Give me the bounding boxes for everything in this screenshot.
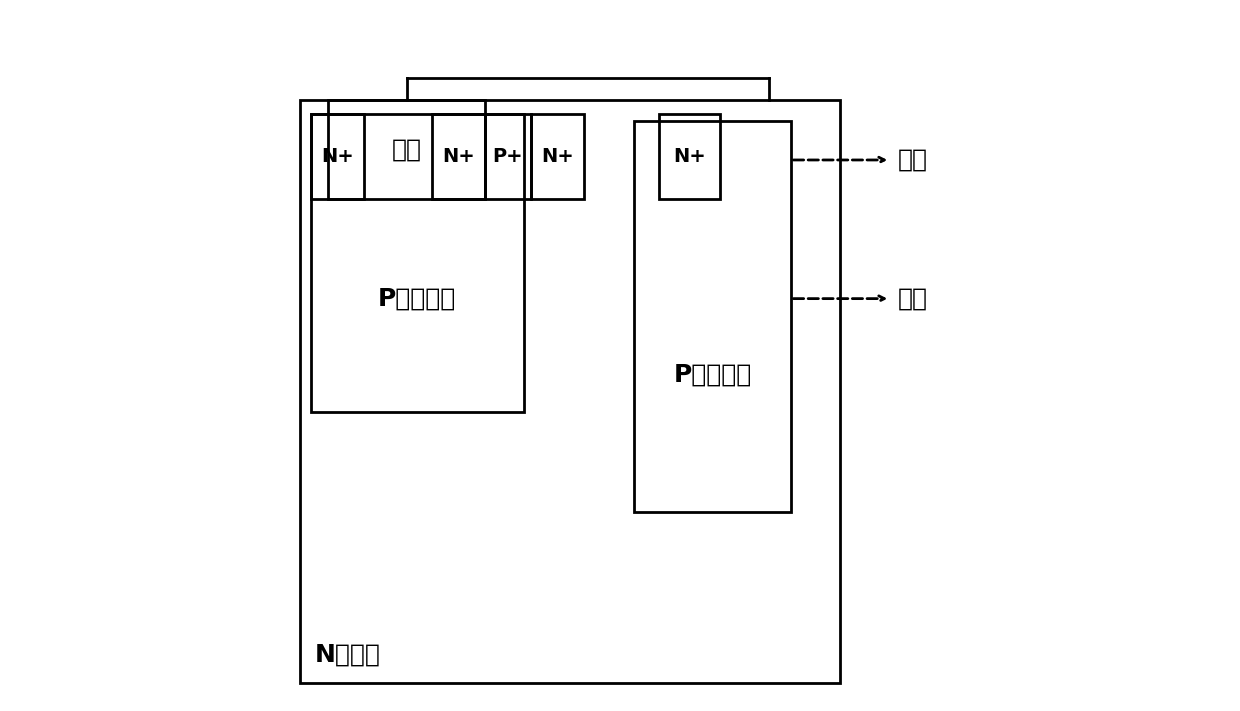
Text: P型阱区域: P型阱区域	[673, 363, 751, 387]
Text: N+: N+	[441, 147, 475, 166]
Text: N+: N+	[542, 147, 574, 166]
Text: N+: N+	[321, 147, 353, 166]
Text: 阴极: 阴极	[898, 148, 928, 172]
Text: P+: P+	[492, 147, 523, 166]
Text: N+: N+	[673, 147, 706, 166]
Text: P型阱区域: P型阱区域	[378, 287, 456, 311]
Text: 阳极: 阳极	[898, 287, 928, 311]
Text: N型衬底: N型衬底	[314, 642, 381, 666]
Text: 栅极: 栅极	[392, 137, 422, 161]
